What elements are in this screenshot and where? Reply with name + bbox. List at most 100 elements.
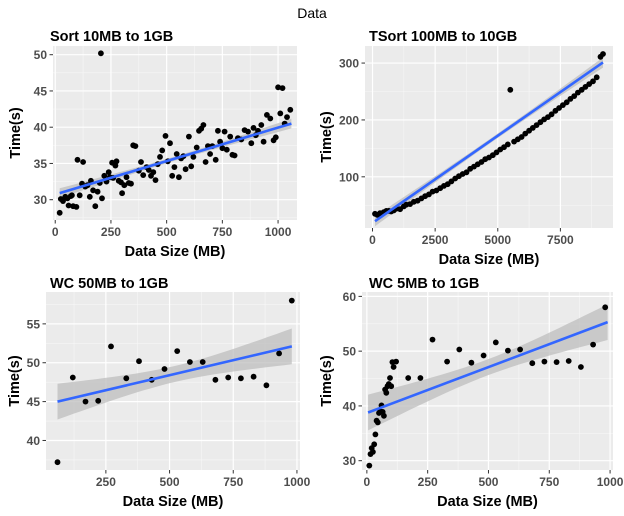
y-tick-label: 45 bbox=[34, 84, 48, 98]
data-point bbox=[565, 358, 572, 364]
data-point bbox=[188, 163, 195, 170]
data-point bbox=[121, 182, 128, 189]
y-tick-label: 50 bbox=[343, 345, 357, 359]
regression-line bbox=[57, 345, 293, 403]
data-point bbox=[264, 112, 270, 118]
x-axis-label: Data Size (MB) bbox=[125, 244, 226, 260]
data-point bbox=[417, 375, 424, 381]
data-point bbox=[578, 364, 584, 370]
data-point bbox=[132, 143, 139, 150]
data-point bbox=[173, 151, 180, 157]
data-point bbox=[212, 156, 219, 163]
data-point bbox=[381, 412, 387, 419]
data-point bbox=[80, 159, 86, 165]
figure-title: Data bbox=[297, 5, 327, 21]
y-tick-label: 40 bbox=[34, 121, 48, 135]
data-point bbox=[221, 128, 228, 135]
data-point bbox=[92, 203, 99, 210]
data-point bbox=[258, 122, 265, 128]
data-point bbox=[212, 376, 219, 383]
data-point bbox=[504, 141, 511, 148]
data-point bbox=[94, 188, 101, 195]
data-point bbox=[563, 99, 570, 106]
data-point bbox=[123, 174, 130, 181]
data-point bbox=[69, 192, 75, 199]
data-point bbox=[82, 398, 89, 405]
data-point bbox=[602, 304, 609, 311]
x-tick-label: 0 bbox=[52, 225, 59, 239]
data-point bbox=[65, 202, 72, 209]
regression-line bbox=[367, 320, 609, 414]
data-point bbox=[90, 187, 96, 194]
x-tick-label: 5000 bbox=[484, 233, 511, 247]
data-point bbox=[73, 204, 80, 210]
data-point bbox=[590, 78, 596, 85]
data-point bbox=[238, 375, 244, 382]
plot-area bbox=[362, 292, 613, 470]
data-point bbox=[383, 389, 390, 396]
data-point bbox=[387, 375, 393, 381]
data-point bbox=[74, 156, 81, 163]
data-point bbox=[505, 347, 511, 354]
data-point bbox=[248, 140, 255, 147]
y-tick-label: 55 bbox=[27, 317, 41, 331]
data-point bbox=[128, 180, 134, 187]
x-tick-label: 2500 bbox=[422, 233, 449, 247]
data-point bbox=[202, 159, 209, 165]
y-tick-label: 50 bbox=[34, 48, 48, 62]
data-point bbox=[123, 375, 130, 382]
x-tick-label: 750 bbox=[223, 475, 243, 489]
data-point bbox=[288, 297, 295, 304]
data-point bbox=[150, 169, 157, 176]
data-point bbox=[171, 164, 178, 171]
data-point bbox=[231, 152, 238, 159]
data-point bbox=[105, 169, 112, 176]
y-tick-label: 30 bbox=[34, 193, 48, 207]
data-point bbox=[548, 111, 555, 118]
data-point bbox=[119, 190, 125, 197]
plot-area bbox=[53, 46, 297, 220]
x-axis-label: Data Size (MB) bbox=[437, 494, 538, 510]
y-tick-label: 30 bbox=[343, 454, 357, 468]
x-tick-label: 0 bbox=[364, 475, 371, 489]
data-point bbox=[277, 110, 284, 117]
data-point bbox=[174, 348, 181, 354]
data-point bbox=[215, 127, 221, 134]
data-point bbox=[169, 172, 176, 179]
panel-title: TSort 100MB to 10GB bbox=[369, 29, 517, 45]
chart-panel: 0 250 500 750 1000 30 40 50 60 WC 5MB to 1GB Data … bbox=[319, 276, 624, 510]
y-tick-label: 40 bbox=[27, 434, 41, 448]
x-tick-label: 250 bbox=[418, 475, 438, 489]
data-point bbox=[456, 346, 463, 353]
data-point bbox=[287, 106, 294, 113]
y-tick-label: 200 bbox=[339, 113, 359, 127]
regression-line bbox=[59, 122, 292, 195]
data-point bbox=[99, 195, 105, 202]
data-point bbox=[60, 198, 66, 205]
data-point bbox=[167, 140, 173, 147]
data-point bbox=[161, 366, 168, 372]
y-tick-label: 100 bbox=[339, 170, 359, 184]
data-point bbox=[429, 336, 436, 343]
data-point bbox=[468, 359, 475, 366]
y-axis-label: Time(s) bbox=[7, 355, 23, 406]
data-point bbox=[199, 359, 206, 365]
data-point bbox=[480, 352, 487, 359]
data-point bbox=[272, 134, 279, 141]
x-tick-label: 1000 bbox=[265, 225, 292, 239]
data-point bbox=[162, 133, 169, 139]
data-point bbox=[86, 193, 93, 200]
data-point bbox=[260, 138, 267, 145]
data-point bbox=[245, 128, 251, 135]
data-point bbox=[279, 85, 286, 91]
data-point bbox=[176, 174, 182, 181]
data-point bbox=[223, 146, 230, 153]
data-point bbox=[372, 431, 379, 438]
data-point bbox=[374, 419, 381, 426]
data-point bbox=[159, 147, 166, 154]
data-point bbox=[444, 358, 450, 365]
data-point bbox=[590, 341, 596, 348]
data-point bbox=[492, 339, 499, 346]
